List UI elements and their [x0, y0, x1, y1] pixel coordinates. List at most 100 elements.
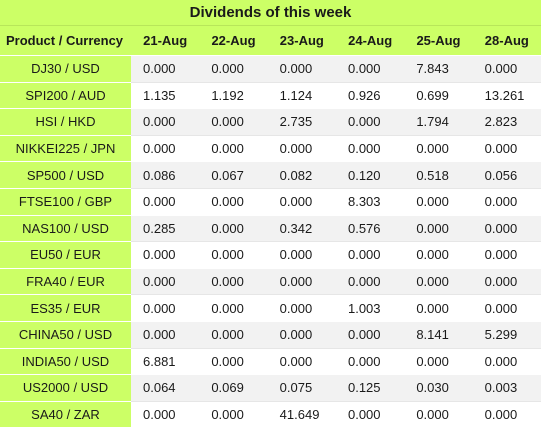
dividend-value-cell: 0.518: [404, 161, 473, 188]
dividend-value-cell: 0.699: [404, 81, 473, 109]
dividend-value-cell: 0.000: [131, 134, 200, 162]
table-row: NAS100 / USD 0.285 0.000 0.342 0.576 0.000 0.0…: [0, 214, 541, 242]
dividend-value-cell: 0.000: [131, 400, 200, 427]
column-header-date: 25-Aug: [404, 25, 473, 55]
dividend-value-cell: 0.000: [199, 347, 268, 375]
product-cell: SPI200 / AUD: [0, 81, 131, 109]
dividend-value-cell: 8.303: [335, 187, 405, 215]
dividend-value-cell: 0.075: [267, 374, 336, 401]
dividend-value-cell: 0.000: [131, 241, 200, 268]
dividend-value-cell: 0.064: [131, 374, 200, 401]
dividend-value-cell: 13.261: [472, 81, 541, 109]
dividend-value-cell: 0.000: [199, 320, 268, 348]
dividend-value-cell: 7.843: [404, 55, 473, 82]
column-header-date: 22-Aug: [199, 25, 268, 55]
dividend-value-cell: 0.000: [404, 267, 473, 295]
dividend-value-cell: 0.000: [472, 347, 541, 375]
dividend-value-cell: 5.299: [472, 320, 541, 348]
dividend-value-cell: 41.649: [267, 400, 336, 427]
dividend-value-cell: 0.000: [404, 134, 473, 162]
dividend-value-cell: 0.000: [131, 55, 200, 82]
dividend-value-cell: 0.576: [335, 214, 405, 242]
product-cell: HSI / HKD: [0, 108, 131, 135]
dividend-value-cell: 0.000: [335, 320, 405, 348]
dividend-value-cell: 0.000: [131, 294, 200, 321]
dividend-value-cell: 0.000: [472, 187, 541, 215]
table-row: NIKKEI225 / JPN 0.000 0.000 0.000 0.000 0.000…: [0, 134, 541, 162]
product-cell: NIKKEI225 / JPN: [0, 134, 131, 162]
dividend-value-cell: 0.342: [267, 214, 336, 242]
column-header-date: 28-Aug: [472, 25, 541, 55]
dividend-value-cell: 0.000: [472, 55, 541, 82]
product-cell: NAS100 / USD: [0, 214, 131, 242]
dividend-value-cell: 0.120: [335, 161, 405, 188]
dividend-value-cell: 2.823: [472, 108, 541, 135]
dividend-value-cell: 0.000: [199, 134, 268, 162]
dividend-value-cell: 1.192: [199, 81, 268, 109]
dividend-value-cell: 0.000: [267, 187, 336, 215]
table-row: SP500 / USD 0.086 0.067 0.082 0.120 0.518 0.05…: [0, 161, 541, 188]
dividend-value-cell: 0.000: [267, 347, 336, 375]
dividend-value-cell: 0.000: [472, 400, 541, 427]
table-header-row: Product / Currency 21-Aug 22-Aug 23-Aug …: [0, 25, 541, 55]
product-cell: FTSE100 / GBP: [0, 187, 131, 215]
dividend-value-cell: 0.000: [199, 400, 268, 427]
table-row: FTSE100 / GBP 0.000 0.000 0.000 8.303 0.000 0.…: [0, 187, 541, 215]
table-row: FRA40 / EUR 0.000 0.000 0.000 0.000 0.000 0.00…: [0, 267, 541, 295]
dividend-value-cell: 0.000: [472, 267, 541, 295]
dividend-value-cell: 0.000: [335, 55, 405, 82]
table-row: CHINA50 / USD 0.000 0.000 0.000 0.000 8.141 5.…: [0, 320, 541, 348]
table-body: DJ30 / USD 0.000 0.000 0.000 0.000 7.843 0.000…: [0, 55, 541, 427]
table-row: EU50 / EUR 0.000 0.000 0.000 0.000 0.000 0.000: [0, 241, 541, 268]
dividend-value-cell: 1.794: [404, 108, 473, 135]
dividend-value-cell: 0.000: [131, 320, 200, 348]
product-cell: DJ30 / USD: [0, 55, 131, 82]
dividend-value-cell: 6.881: [131, 347, 200, 375]
dividend-value-cell: 0.000: [199, 108, 268, 135]
dividend-value-cell: 0.000: [404, 187, 473, 215]
column-header-date: 23-Aug: [267, 25, 336, 55]
dividend-value-cell: 0.000: [131, 108, 200, 135]
dividend-value-cell: 0.000: [335, 108, 405, 135]
dividend-value-cell: 1.135: [131, 81, 200, 109]
product-cell: INDIA50 / USD: [0, 347, 131, 375]
dividend-value-cell: 0.000: [267, 55, 336, 82]
dividend-value-cell: 0.000: [267, 241, 336, 268]
dividend-value-cell: 0.000: [472, 241, 541, 268]
dividend-value-cell: 0.030: [404, 374, 473, 401]
page-title: Dividends of this week: [0, 0, 541, 25]
dividend-value-cell: 0.000: [404, 241, 473, 268]
dividend-value-cell: 0.000: [335, 241, 405, 268]
dividend-value-cell: 0.000: [199, 241, 268, 268]
dividend-value-cell: 0.000: [335, 134, 405, 162]
dividend-value-cell: 0.000: [472, 214, 541, 242]
dividend-value-cell: 0.000: [335, 267, 405, 295]
table-row: INDIA50 / USD 6.881 0.000 0.000 0.000 0.000 0.…: [0, 347, 541, 375]
product-cell: FRA40 / EUR: [0, 267, 131, 295]
dividend-value-cell: 2.735: [267, 108, 336, 135]
product-cell: CHINA50 / USD: [0, 320, 131, 348]
table-row: SPI200 / AUD 1.135 1.192 1.124 0.926 0.699 13.…: [0, 81, 541, 109]
dividend-value-cell: 0.000: [335, 400, 405, 427]
dividend-value-cell: 0.285: [131, 214, 200, 242]
dividend-value-cell: 0.000: [199, 55, 268, 82]
dividend-value-cell: 1.003: [335, 294, 405, 321]
dividend-value-cell: 0.000: [472, 134, 541, 162]
dividend-value-cell: 0.000: [267, 267, 336, 295]
dividend-value-cell: 0.086: [131, 161, 200, 188]
table-row: SA40 / ZAR 0.000 0.000 41.649 0.000 0.000 0.00…: [0, 400, 541, 427]
dividend-value-cell: 8.141: [404, 320, 473, 348]
product-cell: ES35 / EUR: [0, 294, 131, 321]
dividend-value-cell: 0.067: [199, 161, 268, 188]
product-cell: SA40 / ZAR: [0, 400, 131, 427]
table-row: HSI / HKD 0.000 0.000 2.735 0.000 1.794 2.823: [0, 108, 541, 135]
dividend-value-cell: 0.056: [472, 161, 541, 188]
column-header-product: Product / Currency: [0, 25, 131, 55]
dividend-value-cell: 0.000: [404, 347, 473, 375]
dividend-value-cell: 0.000: [199, 294, 268, 321]
table-row: ES35 / EUR 0.000 0.000 0.000 1.003 0.000 0.000: [0, 294, 541, 321]
dividend-value-cell: 0.000: [199, 214, 268, 242]
dividend-value-cell: 0.000: [404, 214, 473, 242]
dividend-value-cell: 0.000: [267, 294, 336, 321]
